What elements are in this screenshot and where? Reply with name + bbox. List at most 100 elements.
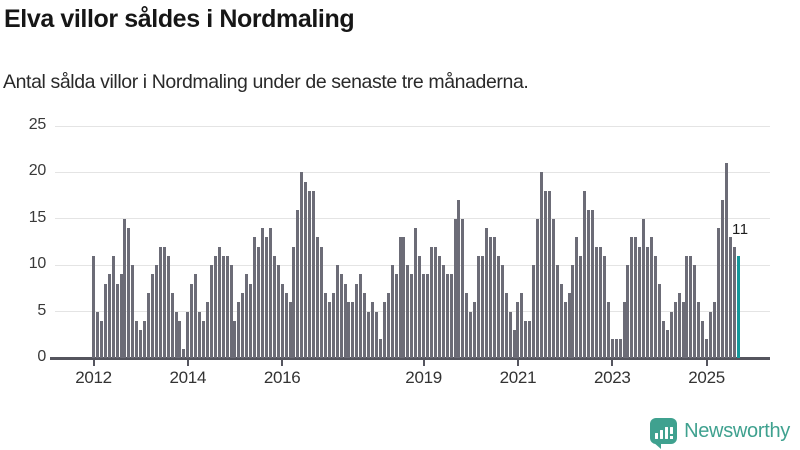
y-axis-tick-label: 0 — [37, 348, 46, 365]
bar-month — [355, 283, 359, 358]
bar-month — [500, 265, 504, 358]
bar-month — [598, 246, 602, 358]
x-axis-year-label: 2014 — [169, 368, 207, 387]
bar-month — [260, 228, 264, 358]
bar-month — [288, 302, 292, 358]
bar-month — [492, 237, 496, 358]
bar-month — [429, 246, 433, 358]
x-axis-tick-mark — [516, 359, 519, 366]
bar-month — [363, 293, 367, 358]
bar-month — [92, 255, 95, 358]
x-axis-year-label: 2016 — [263, 368, 301, 387]
bar-month — [292, 246, 296, 358]
x-axis-line — [50, 357, 770, 360]
bar-month — [661, 320, 665, 358]
bar-month — [264, 237, 268, 358]
bar-month — [414, 228, 418, 358]
bar-month — [697, 302, 701, 358]
bar-month — [595, 246, 599, 358]
bar-month — [367, 311, 371, 358]
bar-month — [426, 274, 430, 358]
bar-month — [327, 302, 331, 358]
bar-month — [308, 190, 312, 358]
bar-month — [304, 181, 308, 358]
bar-month — [677, 293, 681, 358]
bar-month — [194, 274, 198, 358]
bar-month — [150, 274, 154, 358]
bar-month — [673, 302, 677, 358]
bar-month — [127, 228, 131, 358]
bar-month — [95, 311, 99, 358]
bar-month — [351, 302, 355, 358]
bar-month — [335, 265, 339, 358]
bar-month — [653, 255, 657, 358]
bar-month — [481, 255, 485, 358]
bar-month — [461, 218, 465, 358]
bar-month — [410, 274, 414, 358]
bar-month — [571, 265, 575, 358]
bar-month — [712, 302, 716, 358]
x-axis-year-label: 2019 — [405, 368, 442, 387]
bar-month — [198, 311, 202, 358]
bar-month — [720, 200, 724, 358]
bar-month — [143, 320, 147, 358]
bar-month — [190, 283, 194, 358]
bar-month — [587, 209, 591, 358]
bar-month — [709, 311, 712, 358]
bar-month — [111, 255, 115, 358]
bar-month — [453, 218, 457, 358]
bar-month — [508, 311, 512, 358]
bar-month — [378, 339, 382, 358]
x-axis-tick-mark — [611, 359, 614, 366]
gridline-y-20 — [55, 171, 770, 173]
bar-month — [642, 218, 646, 358]
bar-month — [147, 293, 151, 358]
exclamation-mark-icon — [669, 427, 673, 439]
bar-month — [618, 339, 622, 358]
bar-month — [477, 255, 481, 358]
y-axis-tick-label: 20 — [28, 162, 47, 180]
bar-month — [685, 255, 689, 358]
bar-month — [406, 265, 410, 358]
bar-month — [284, 293, 288, 358]
bar-month — [237, 302, 241, 358]
bar-month — [575, 237, 579, 358]
bar-month — [728, 237, 732, 358]
bar-month — [186, 311, 190, 358]
bar-month — [386, 293, 390, 358]
bar-month — [669, 311, 673, 358]
x-axis-tick-mark — [281, 359, 284, 366]
bar-month — [516, 302, 520, 358]
bar-month — [418, 255, 422, 358]
bar-month — [99, 320, 103, 358]
bar-month — [437, 255, 441, 358]
bar-month — [634, 237, 638, 358]
x-axis-year-label: 2021 — [499, 368, 537, 387]
bar-month — [606, 302, 610, 358]
bar-month — [536, 218, 540, 358]
x-axis-tick-mark — [186, 359, 189, 366]
highlight-bar — [736, 255, 740, 358]
bar-month — [158, 246, 162, 358]
bar-month — [205, 302, 209, 358]
bar-month — [485, 228, 488, 358]
bar-month — [217, 246, 221, 358]
bar-month — [229, 265, 233, 358]
chart-title: Elva villor såldes i Nordmaling — [4, 5, 355, 33]
bar-month — [665, 330, 669, 358]
bar-month — [316, 237, 319, 358]
bar-month — [371, 302, 375, 358]
bar-month — [469, 311, 473, 358]
bar-month — [272, 255, 276, 358]
bar-month — [622, 302, 626, 358]
bar-month — [724, 163, 728, 358]
bar-month — [359, 274, 363, 358]
bar-month — [319, 246, 323, 358]
x-axis-year-label: 2025 — [688, 368, 725, 387]
bar-month — [433, 246, 437, 358]
bar-month — [268, 228, 272, 358]
newsworthy-logo: Newsworthy — [650, 418, 790, 449]
gridline-y-25 — [55, 125, 770, 127]
bar-month — [382, 302, 386, 358]
bar-month — [394, 274, 398, 358]
